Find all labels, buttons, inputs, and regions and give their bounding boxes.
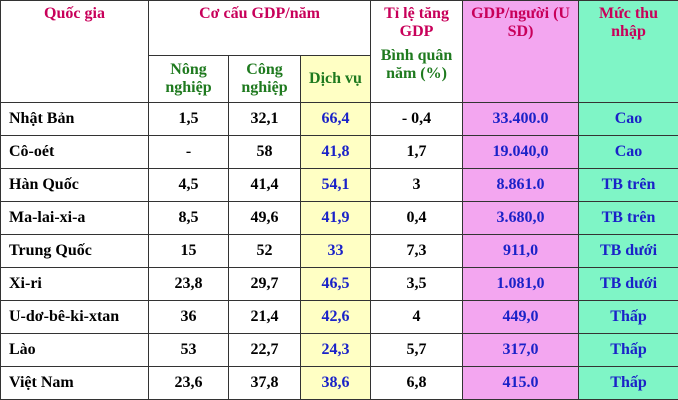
table-row: Xi-ri 23,8 29,7 46,5 3,5 1.081,0 TB dưới (0, 267, 678, 301)
table-row: Lào 53 22,7 24,3 5,7 317,0 Thấp (0, 333, 678, 367)
growth-cell: 6,8 (370, 366, 464, 400)
services-header: Dịch vụ (299, 55, 372, 103)
growth-cell: - 0,4 (370, 102, 464, 136)
table-row: Trung Quốc 15 52 33 7,3 911,0 TB dưới (0, 234, 678, 268)
gdp-per-capita-cell: 33.400.0 (462, 102, 580, 136)
country-cell: Lào (0, 333, 149, 367)
industry-cell: 49,6 (228, 201, 301, 235)
growth-cell: 4 (370, 300, 464, 334)
structure-header: Cơ cấu GDP/năm (147, 0, 372, 56)
income-cell: Thấp (578, 366, 678, 400)
industry-cell: 58 (228, 135, 301, 169)
growth-cell: 3 (370, 168, 464, 202)
income-cell: Thấp (578, 300, 678, 334)
table-row: Việt Nam 23,6 37,8 38,6 6,8 415.0 Thấp (0, 366, 678, 400)
industry-cell: 37,8 (228, 366, 301, 400)
gdp-per-capita-cell: 911,0 (462, 234, 580, 268)
growth-header: Tỉ lệ tăng GDP Bình quân năm (%) (370, 0, 464, 103)
income-cell: Cao (578, 102, 678, 136)
country-cell: Cô-oét (0, 135, 149, 169)
income-cell: Thấp (578, 333, 678, 367)
services-cell: 54,1 (299, 168, 372, 202)
gdp-per-capita-cell: 3.680,0 (462, 201, 580, 235)
income-cell: TB dưới (578, 267, 678, 301)
agriculture-cell: - (148, 135, 229, 169)
gdp-per-capita-cell: 415.0 (462, 366, 580, 400)
agriculture-cell: 4,5 (148, 168, 229, 202)
agriculture-cell: 36 (148, 300, 229, 334)
services-cell: 46,5 (299, 267, 372, 301)
growth-cell: 5,7 (370, 333, 464, 367)
services-cell: 24,3 (299, 333, 372, 367)
gdp-header: GDP/người (USD) (462, 0, 580, 103)
table-row: Hàn Quốc 4,5 41,4 54,1 3 8.861.0 TB trên (0, 168, 678, 202)
table-row: Ma-lai-xi-a 8,5 49,6 41,9 0,4 3.680,0 TB trên (0, 201, 678, 235)
country-cell: Ma-lai-xi-a (0, 201, 149, 235)
growth-cell: 0,4 (370, 201, 464, 235)
gdp-per-capita-cell: 1.081,0 (462, 267, 580, 301)
industry-cell: 41,4 (228, 168, 301, 202)
income-cell: TB trên (578, 201, 678, 235)
country-cell: Trung Quốc (0, 234, 149, 268)
growth-cell: 1,7 (370, 135, 464, 169)
services-cell: 41,8 (299, 135, 372, 169)
growth-cell: 3,5 (370, 267, 464, 301)
agriculture-cell: 53 (148, 333, 229, 367)
table-row: Cô-oét -58 41,8 1,7 19.040,0 Cao (0, 135, 678, 169)
agriculture-cell: 8,5 (148, 201, 229, 235)
income-cell: TB dưới (578, 234, 678, 268)
income-header: Mức thu nhập (578, 0, 678, 103)
table-body: Nhật Bản 1,5 32,1 66,4- 0,4 33.400.0 Cao Cô-oé… (0, 102, 678, 400)
agriculture-cell: 15 (148, 234, 229, 268)
table-row: U-dơ-bê-ki-xtan 36 21,4 42,6 4 449,0 Thấp (0, 300, 678, 334)
agriculture-header: Nông nghiệp (148, 55, 229, 103)
services-cell: 42,6 (299, 300, 372, 334)
industry-cell: 22,7 (228, 333, 301, 367)
industry-cell: 29,7 (228, 267, 301, 301)
industry-cell: 32,1 (228, 102, 301, 136)
income-cell: TB trên (578, 168, 678, 202)
services-cell: 41,9 (299, 201, 372, 235)
growth-cell: 7,3 (370, 234, 464, 268)
country-cell: Nhật Bản (0, 102, 149, 136)
industry-cell: 21,4 (228, 300, 301, 334)
gdp-per-capita-cell: 19.040,0 (462, 135, 580, 169)
industry-cell: 52 (228, 234, 301, 268)
services-cell: 38,6 (299, 366, 372, 400)
agriculture-cell: 1,5 (148, 102, 229, 136)
services-cell: 66,4 (299, 102, 372, 136)
country-cell: U-dơ-bê-ki-xtan (0, 300, 149, 334)
table-row: Nhật Bản 1,5 32,1 66,4- 0,4 33.400.0 Cao (0, 102, 678, 136)
gdp-per-capita-cell: 317,0 (462, 333, 580, 367)
services-cell: 33 (299, 234, 372, 268)
agriculture-cell: 23,8 (148, 267, 229, 301)
income-cell: Cao (578, 135, 678, 169)
agriculture-cell: 23,6 (148, 366, 229, 400)
country-cell: Hàn Quốc (0, 168, 149, 202)
country-header: Quốc gia (0, 0, 149, 103)
country-cell: Xi-ri (0, 267, 149, 301)
gdp-per-capita-cell: 449,0 (462, 300, 580, 334)
gdp-per-capita-cell: 8.861.0 (462, 168, 580, 202)
country-cell: Việt Nam (0, 366, 149, 400)
growth-sub: Bình quân năm (%) (380, 47, 453, 82)
growth-title: Tỉ lệ tăng GDP (384, 5, 449, 40)
industry-header: Công nghiệp (228, 55, 301, 103)
